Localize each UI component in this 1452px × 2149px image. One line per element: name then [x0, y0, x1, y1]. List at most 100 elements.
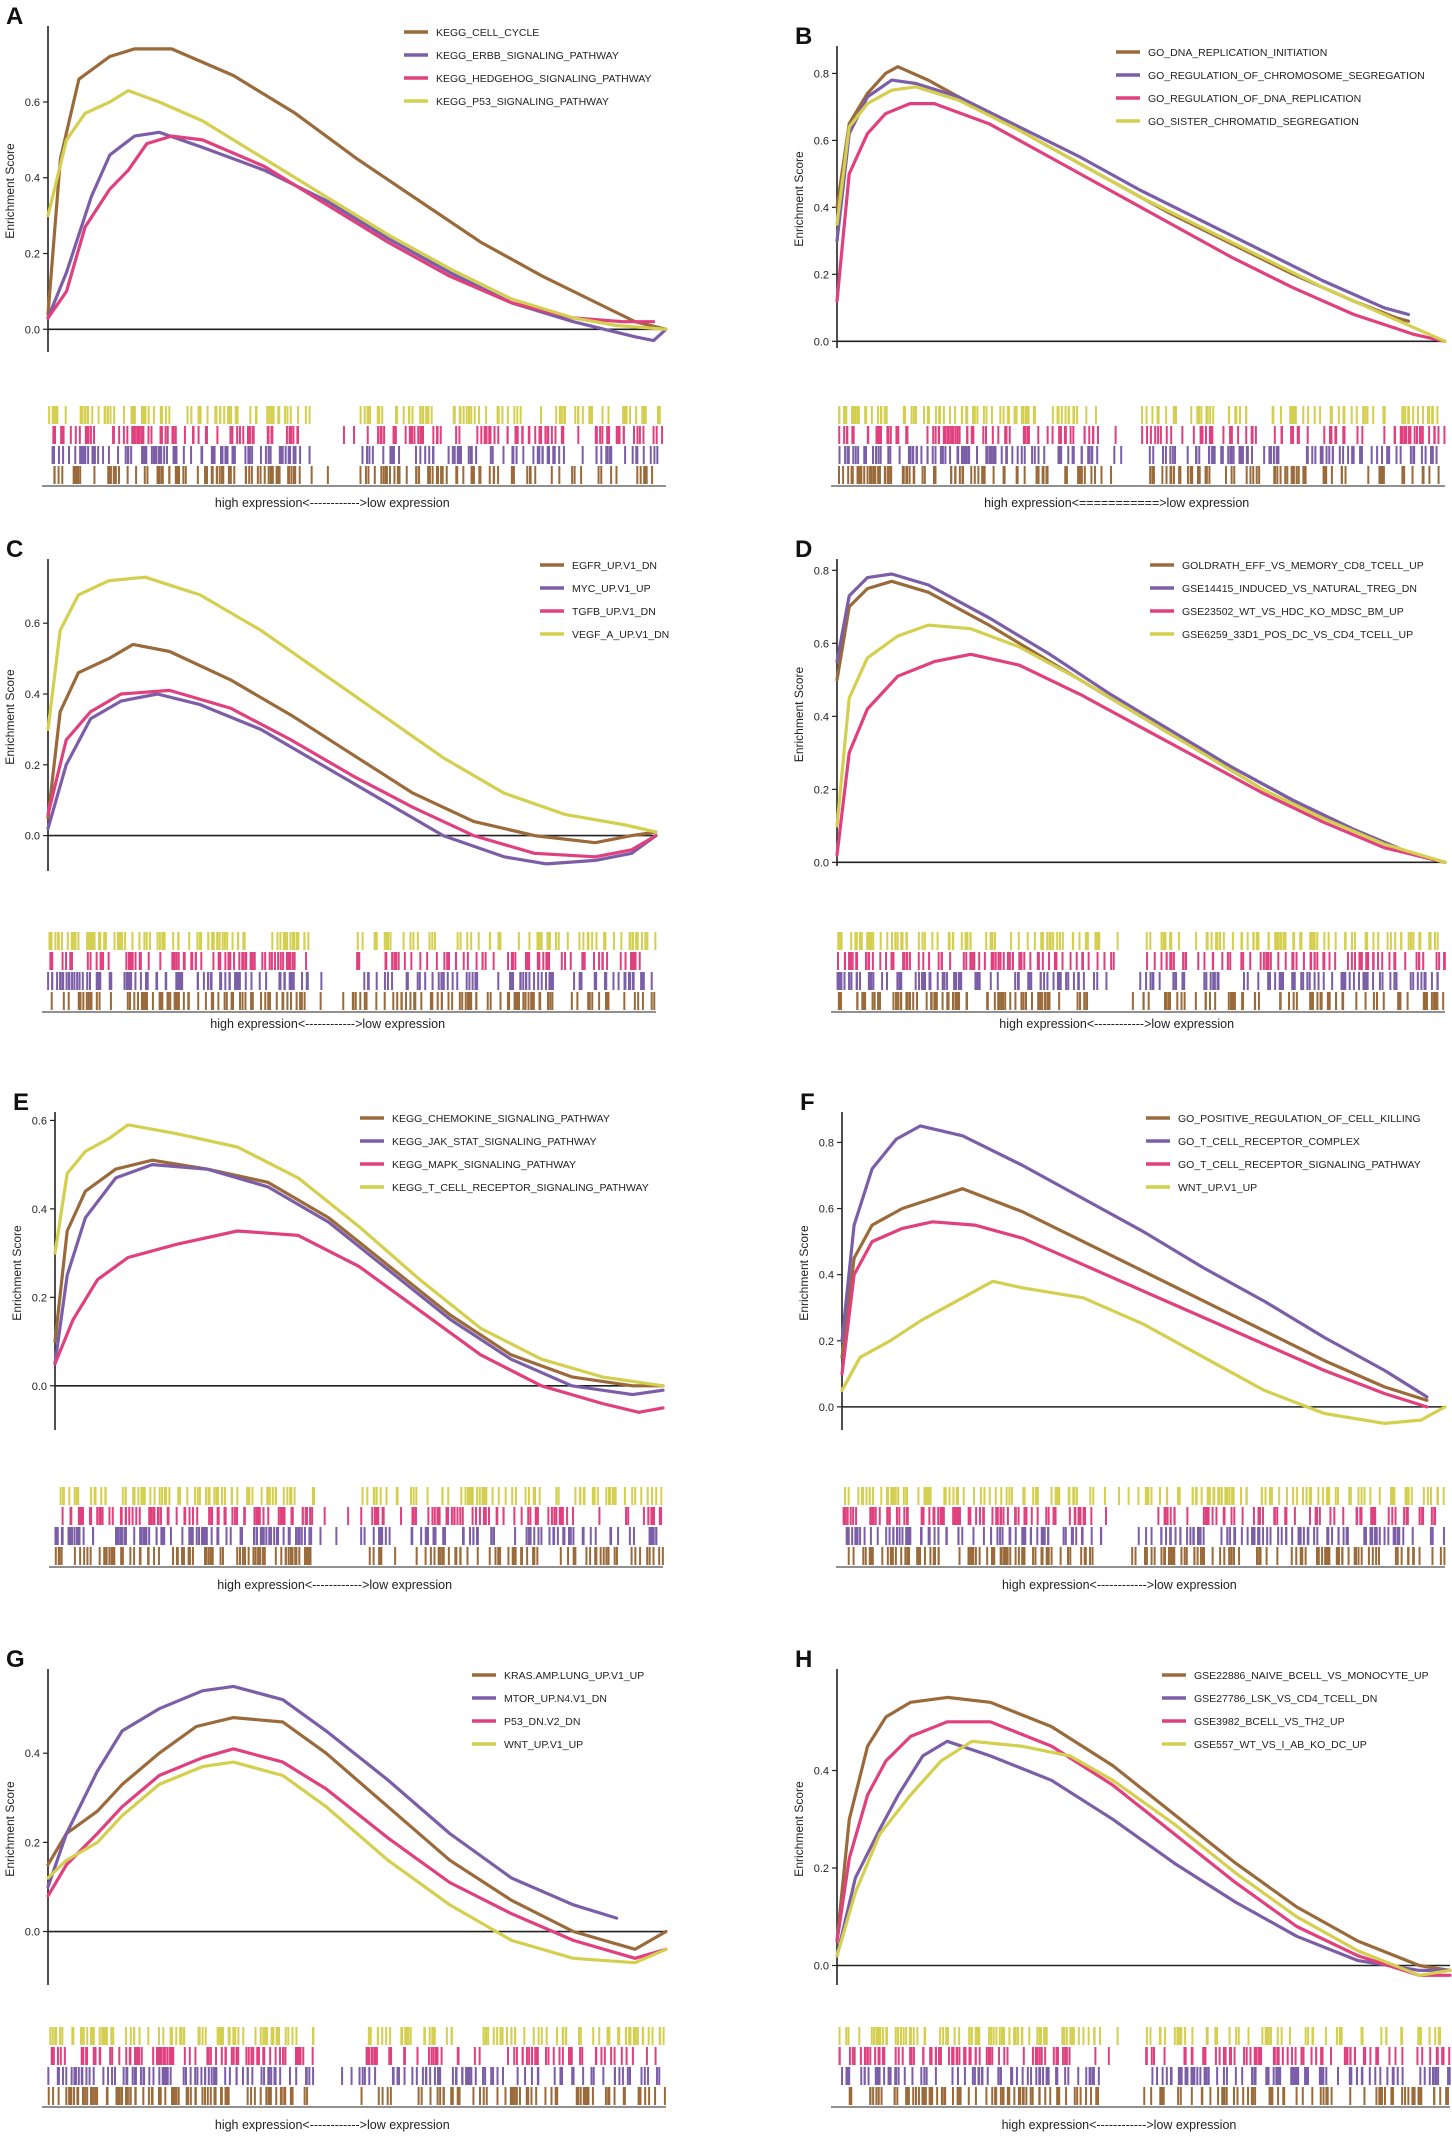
- series-line-2: [53, 1162, 665, 1397]
- series-line-4: [46, 575, 658, 834]
- y-axis-label: Enrichment Score: [3, 1781, 17, 1877]
- legend-entry-1: KEGG_CHEMOKINE_SIGNALING_PATHWAY: [392, 1113, 610, 1125]
- series-line-1: [840, 1187, 1429, 1402]
- series-line-1: [835, 579, 1447, 864]
- legend-entry-4: WNT_UP.V1_UP: [504, 1739, 583, 1751]
- y-axis-label: Enrichment Score: [3, 669, 17, 765]
- y-tick-label: 0.4: [814, 711, 829, 723]
- panel-f: F 0.0 0.2 0.4 0.6 0.8 Enrichment Score GO_POSIT…: [797, 1089, 1447, 1592]
- y-axis-label: Enrichment Score: [792, 151, 806, 247]
- x-axis-caption: high expression<------------>low express…: [999, 1017, 1234, 1031]
- series-line-4: [835, 85, 1447, 343]
- legend-entry-2: GO_T_CELL_RECEPTOR_COMPLEX: [1178, 1136, 1360, 1148]
- y-tick-label: 0.0: [25, 831, 40, 843]
- y-tick-label: 0.6: [25, 618, 40, 630]
- panel-b: B 0.0 0.2 0.4 0.6 0.8 Enrichment Score GO_DNA_R…: [792, 23, 1447, 510]
- x-axis-caption: high expression<------------>low express…: [210, 1017, 445, 1031]
- series-line-3: [835, 1720, 1452, 1977]
- x-axis-caption: high expression<------------>low express…: [215, 496, 450, 510]
- panel-label: H: [795, 1646, 812, 1673]
- legend-entry-2: KEGG_ERBB_SIGNALING_PATHWAY: [436, 50, 619, 62]
- panel-label: G: [6, 1646, 25, 1673]
- y-tick-label: 0.2: [814, 269, 829, 281]
- y-tick-label: 0.2: [819, 1336, 834, 1348]
- series-line-3: [835, 101, 1447, 343]
- y-tick-label: 0.4: [814, 1766, 829, 1778]
- x-axis-caption: high expression<------------>low express…: [217, 1578, 452, 1592]
- x-axis-caption: high expression<------------>low express…: [1002, 2118, 1237, 2132]
- legend-entry-2: MTOR_UP.N4.V1_DN: [504, 1693, 607, 1705]
- series-line-3: [46, 1747, 668, 1960]
- panel-label: D: [795, 536, 812, 563]
- y-tick-label: 0.4: [814, 202, 829, 214]
- x-axis-caption: high expression<------------>low express…: [215, 2118, 450, 2132]
- series-line-4: [46, 88, 668, 331]
- y-tick-label: 0.0: [25, 1927, 40, 1939]
- panel-label: E: [13, 1089, 29, 1116]
- series-line-2: [840, 1124, 1429, 1399]
- x-axis-caption: high expression<------------>low express…: [1002, 1578, 1237, 1592]
- panel-g: G 0.0 0.2 0.4 Enrichment Score KRAS.AMP.LUNG_…: [3, 1646, 668, 2132]
- legend-entry-2: MYC_UP.V1_UP: [572, 583, 651, 595]
- series-line-3: [835, 652, 1447, 864]
- series-line-4: [840, 1279, 1447, 1426]
- y-tick-label: 0.6: [32, 1115, 47, 1127]
- legend-entry-2: GSE14415_INDUCED_VS_NATURAL_TREG_DN: [1182, 583, 1417, 595]
- y-tick-label: 0.4: [32, 1204, 47, 1216]
- series-line-2: [46, 1684, 619, 1920]
- y-axis-label: Enrichment Score: [792, 666, 806, 762]
- y-tick-label: 0.2: [814, 1863, 829, 1875]
- y-tick-label: 0.6: [819, 1204, 834, 1216]
- legend-entry-3: KEGG_HEDGEHOG_SIGNALING_PATHWAY: [436, 73, 652, 85]
- series-line-4: [53, 1123, 665, 1388]
- panel-a: A 0.0 0.2 0.4 0.6 Enrichment Score KEGG_CELL_C…: [3, 3, 668, 510]
- y-tick-label: 0.6: [814, 135, 829, 147]
- y-tick-label: 0.8: [814, 68, 829, 80]
- legend-entry-4: WNT_UP.V1_UP: [1178, 1182, 1257, 1194]
- legend-entry-3: GO_T_CELL_RECEPTOR_SIGNALING_PATHWAY: [1178, 1159, 1421, 1171]
- legend-entry-3: TGFB_UP.V1_DN: [572, 606, 656, 618]
- legend-entry-1: KEGG_CELL_CYCLE: [436, 27, 539, 39]
- legend-entry-3: GSE23502_WT_VS_HDC_KO_MDSC_BM_UP: [1182, 606, 1404, 618]
- y-tick-label: 0.4: [819, 1270, 834, 1282]
- y-tick-label: 0.0: [819, 1402, 834, 1414]
- y-tick-label: 0.0: [814, 336, 829, 348]
- legend-entry-1: GO_DNA_REPLICATION_INITIATION: [1148, 47, 1327, 59]
- y-tick-label: 0.2: [32, 1292, 47, 1304]
- series-line-3: [840, 1220, 1429, 1409]
- y-tick-label: 0.4: [25, 1748, 40, 1760]
- series-line-2: [835, 572, 1447, 864]
- legend-entry-4: KEGG_T_CELL_RECEPTOR_SIGNALING_PATHWAY: [392, 1182, 649, 1194]
- panel-label: F: [800, 1089, 815, 1116]
- panel-c: C 0.0 0.2 0.4 0.6 Enrichment Score EGFR_UP.V1_…: [3, 536, 669, 1031]
- series-line-4: [835, 1739, 1452, 1977]
- y-axis-label: Enrichment Score: [10, 1225, 24, 1321]
- series-line-3: [46, 688, 658, 859]
- panel-label: C: [6, 536, 23, 563]
- series-line-1: [46, 642, 658, 845]
- series-line-2: [835, 78, 1411, 317]
- legend-entry-1: GSE22886_NAIVE_BCELL_VS_MONOCYTE_UP: [1194, 1670, 1429, 1682]
- legend-entry-4: GSE6259_33D1_POS_DC_VS_CD4_TCELL_UP: [1182, 629, 1413, 641]
- panel-h: H 0.0 0.2 0.4 Enrichment Score GSE22886_NAIVE…: [792, 1646, 1452, 2132]
- series-line-3: [53, 1229, 665, 1414]
- y-tick-label: 0.0: [814, 857, 829, 869]
- y-tick-label: 0.8: [814, 565, 829, 577]
- y-tick-label: 0.0: [32, 1381, 47, 1393]
- legend-entry-2: GO_REGULATION_OF_CHROMOSOME_SEGREGATION: [1148, 70, 1425, 82]
- legend-entry-4: KEGG_P53_SIGNALING_PATHWAY: [436, 96, 609, 108]
- y-tick-label: 0.8: [819, 1137, 834, 1149]
- legend-entry-1: EGFR_UP.V1_DN: [572, 560, 657, 572]
- y-tick-label: 0.0: [814, 1961, 829, 1973]
- series-line-4: [46, 1760, 668, 1965]
- x-axis-caption: high expression<===========>low expressi…: [984, 496, 1249, 510]
- y-tick-label: 0.4: [25, 689, 40, 701]
- legend-entry-3: GSE3982_BCELL_VS_TH2_UP: [1194, 1716, 1345, 1728]
- y-tick-label: 0.2: [25, 760, 40, 772]
- series-line-3: [46, 134, 656, 324]
- series-line-1: [46, 1715, 668, 1951]
- panel-label: A: [6, 3, 23, 30]
- legend-entry-2: KEGG_JAK_STAT_SIGNALING_PATHWAY: [392, 1136, 597, 1148]
- legend-entry-3: P53_DN.V2_DN: [504, 1716, 580, 1728]
- y-axis-label: Enrichment Score: [792, 1781, 806, 1877]
